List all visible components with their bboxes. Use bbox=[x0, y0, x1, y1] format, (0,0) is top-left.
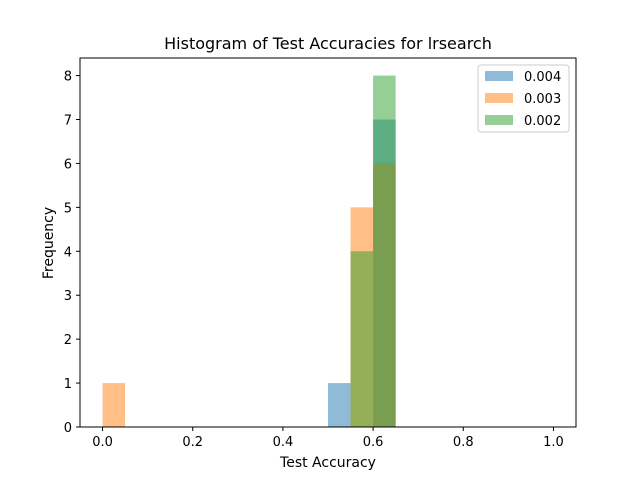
y-tick-label: 1 bbox=[64, 377, 72, 392]
y-tick-label: 4 bbox=[64, 245, 72, 260]
legend-label-0.003: 0.003 bbox=[524, 92, 561, 107]
bar-0.002-bin-12 bbox=[373, 75, 396, 428]
y-tick-label: 2 bbox=[64, 333, 72, 348]
x-axis-label: Test Accuracy bbox=[279, 455, 376, 471]
y-tick-label: 0 bbox=[64, 421, 72, 436]
y-tick-label: 8 bbox=[64, 70, 72, 85]
y-tick-label: 6 bbox=[64, 157, 72, 172]
bar-0.003-bin-0 bbox=[102, 383, 126, 427]
bars-layer bbox=[102, 75, 396, 428]
bar-0.002-bin-11 bbox=[350, 251, 374, 427]
chart-title: Histogram of Test Accuracies for lrsearc… bbox=[164, 34, 492, 53]
y-tick-label: 5 bbox=[64, 201, 72, 216]
x-tick-label: 0.4 bbox=[273, 435, 294, 450]
x-tick-label: 0.2 bbox=[182, 435, 203, 450]
axes-layer: 0.0 0.2 0.4 0.6 0.8 1.0 0 1 2 3 4 5 6 7 8 bbox=[64, 57, 577, 450]
x-tick-label: 0.6 bbox=[363, 435, 384, 450]
x-tick-label: 0.0 bbox=[92, 435, 113, 450]
bar-0.004-bin-10 bbox=[328, 383, 351, 427]
legend-label-0.002: 0.002 bbox=[524, 114, 561, 129]
x-tick-label: 0.8 bbox=[453, 435, 474, 450]
y-tick-label: 3 bbox=[64, 289, 72, 304]
plot-frame bbox=[79, 57, 577, 428]
legend-swatch-0.003 bbox=[485, 93, 513, 103]
y-tick-label: 7 bbox=[64, 114, 72, 129]
legend-swatch-0.004 bbox=[485, 71, 513, 81]
legend-swatch-0.002 bbox=[485, 115, 513, 125]
y-axis-label: Frequency bbox=[41, 207, 57, 279]
legend: 0.004 0.003 0.002 bbox=[477, 64, 570, 133]
x-tick-label: 1.0 bbox=[543, 435, 564, 450]
legend-label-0.004: 0.004 bbox=[524, 70, 561, 85]
